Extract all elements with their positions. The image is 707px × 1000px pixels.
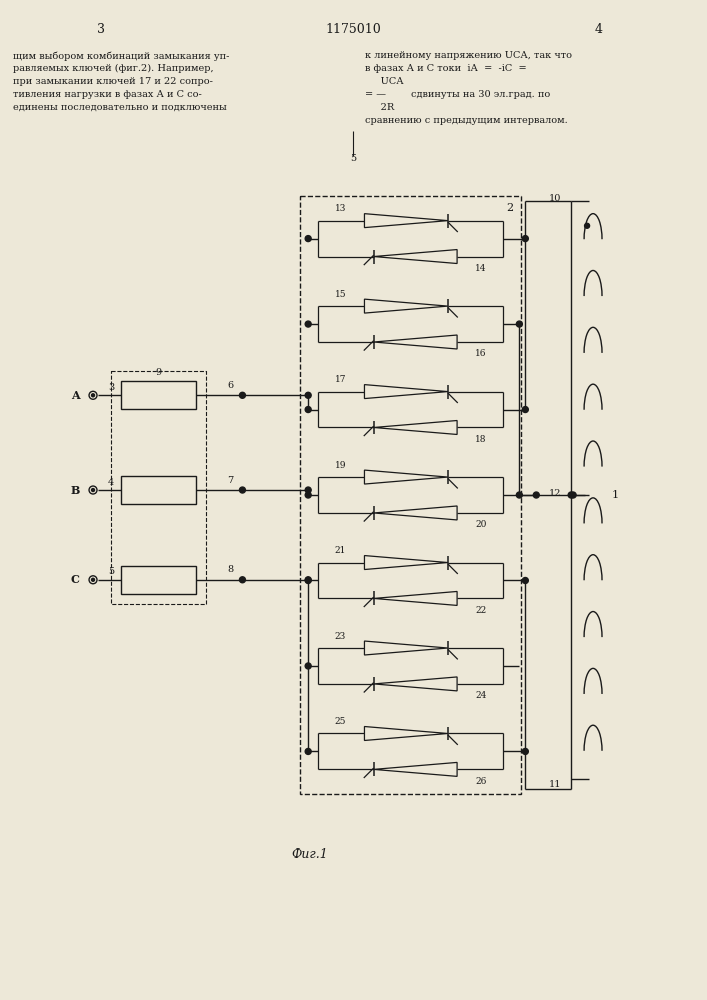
Text: 23: 23 (334, 632, 346, 641)
Text: 2R: 2R (365, 103, 395, 112)
Text: 4: 4 (595, 23, 603, 36)
Text: 18: 18 (475, 435, 487, 444)
Text: к линейному напряжению UСА, так что: к линейному напряжению UСА, так что (365, 51, 572, 60)
Circle shape (305, 748, 311, 754)
Circle shape (522, 236, 528, 242)
Text: 25: 25 (334, 717, 346, 726)
Text: 10: 10 (549, 194, 561, 203)
Text: 1: 1 (612, 490, 619, 500)
Bar (121, 476, 196, 504)
Text: 4: 4 (108, 478, 114, 487)
Text: = —        сдвинуты на 30 эл.град. по: = — сдвинуты на 30 эл.град. по (365, 90, 550, 99)
Text: щим выбором комбинаций замыкания уп-: щим выбором комбинаций замыкания уп- (13, 51, 230, 61)
Text: 22: 22 (476, 606, 487, 615)
Text: в фазах А и С токи  iА  =  -iС  =: в фазах А и С токи iА = -iС = (365, 64, 527, 73)
Text: 3: 3 (97, 23, 105, 36)
Text: 12: 12 (549, 489, 561, 498)
Circle shape (305, 492, 311, 498)
Text: 21: 21 (334, 546, 346, 555)
Text: 6: 6 (228, 381, 233, 390)
Circle shape (568, 492, 574, 498)
Bar (121, 381, 196, 409)
Text: единены последовательно и подключены: единены последовательно и подключены (13, 103, 227, 112)
Circle shape (305, 663, 311, 669)
Text: 2: 2 (506, 203, 513, 213)
Bar (111, 371, 206, 604)
Circle shape (305, 321, 311, 327)
Text: 17: 17 (334, 375, 346, 384)
Circle shape (240, 487, 245, 493)
Circle shape (570, 492, 576, 498)
Circle shape (585, 223, 590, 228)
Circle shape (305, 487, 311, 493)
Text: C: C (71, 574, 79, 585)
Text: 5: 5 (108, 567, 114, 576)
Text: 11: 11 (549, 780, 561, 789)
Text: сравнению с предыдущим интервалом.: сравнению с предыдущим интервалом. (365, 116, 568, 125)
Text: 7: 7 (228, 476, 233, 485)
Circle shape (305, 236, 311, 242)
Text: 20: 20 (476, 520, 487, 529)
Text: 26: 26 (476, 777, 487, 786)
Text: 13: 13 (334, 204, 346, 213)
Text: B: B (71, 485, 80, 496)
Circle shape (240, 392, 245, 398)
Text: 19: 19 (334, 461, 346, 470)
Circle shape (305, 577, 311, 583)
Circle shape (305, 407, 311, 413)
Text: 15: 15 (334, 290, 346, 299)
Text: 9: 9 (156, 368, 161, 377)
Circle shape (516, 492, 522, 498)
Circle shape (522, 577, 528, 583)
Circle shape (516, 321, 522, 327)
Circle shape (522, 748, 528, 754)
Circle shape (533, 492, 539, 498)
Circle shape (91, 489, 95, 492)
Text: при замыкании ключей 17 и 22 сопро-: при замыкании ключей 17 и 22 сопро- (13, 77, 214, 86)
Text: тивления нагрузки в фазах А и С со-: тивления нагрузки в фазах А и С со- (13, 90, 202, 99)
Text: 1175010: 1175010 (325, 23, 381, 36)
Circle shape (91, 394, 95, 397)
Bar (121, 566, 196, 594)
Circle shape (305, 577, 311, 583)
Circle shape (305, 392, 311, 398)
Text: A: A (71, 390, 79, 401)
Circle shape (522, 407, 528, 413)
Text: 14: 14 (475, 264, 487, 273)
Circle shape (240, 577, 245, 583)
Text: 8: 8 (228, 565, 233, 574)
Text: равляемых ключей (фиг.2). Например,: равляемых ключей (фиг.2). Например, (13, 64, 214, 73)
Circle shape (91, 578, 95, 581)
Text: 24: 24 (476, 691, 487, 700)
Text: UСА: UСА (365, 77, 404, 86)
Text: Фиг.1: Фиг.1 (292, 848, 329, 861)
Text: 5: 5 (350, 154, 356, 163)
Bar (300, 196, 521, 794)
Text: 16: 16 (475, 349, 487, 358)
Text: 3: 3 (108, 383, 114, 392)
